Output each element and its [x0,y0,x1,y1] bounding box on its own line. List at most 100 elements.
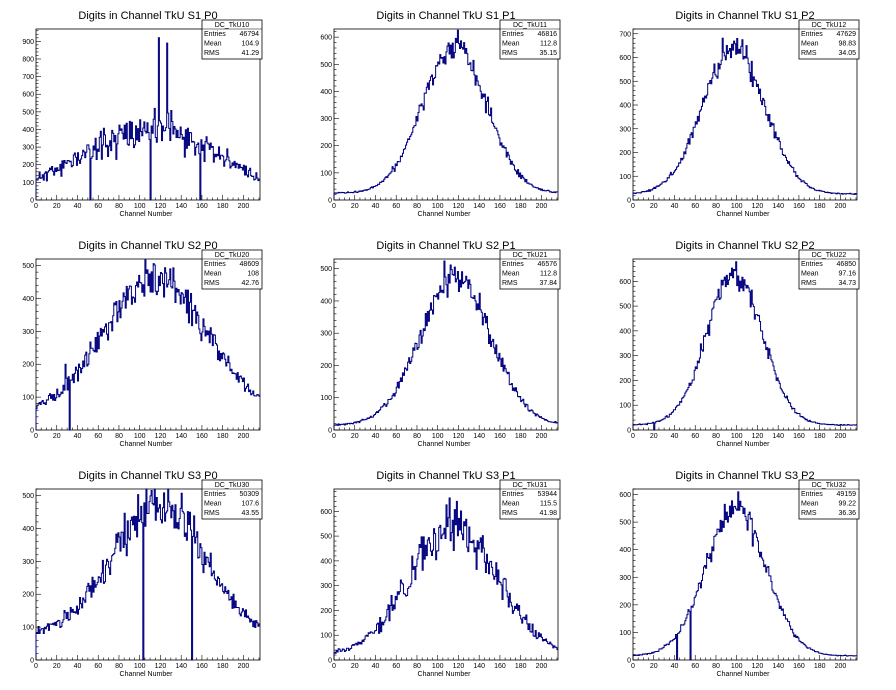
x-tick-label: 100 [134,203,146,210]
x-tick-label: 200 [536,433,548,440]
stats-box: DC_TkU21 Entries 46576 Mean 112.8 RMS 37.84 [499,249,561,290]
x-tick-label: 160 [793,663,805,670]
histogram-panel-1: Digits in Channel TkU S1 P0 0 20 40 60 80 100 1… [22,10,263,218]
stats-box: DC_TkU22 Entries 46850 Mean 97.16 RMS 34.73 [798,249,860,290]
x-tick-label: 20 [351,663,359,670]
stats-name: DC_TkU10 [215,22,250,29]
y-tick-label: 200 [619,602,631,609]
stats-name: DC_TkU21 [513,252,548,259]
y-tick-label: 400 [619,547,631,554]
stats-label: Entries [204,491,226,498]
x-tick-label: 200 [536,663,548,670]
y-tick-label: 600 [22,92,34,99]
x-tick-label: 20 [53,663,61,670]
x-tick-label: 60 [94,433,102,440]
stats-value: 104.9 [241,41,259,48]
x-tick-label: 60 [392,663,400,670]
stats-box: DC_TkU12 Entries 47629 Mean 98.83 RMS 34.05 [798,19,860,60]
y-tick-label: 500 [619,304,631,311]
x-tick-label: 60 [94,663,102,670]
plot-frame [632,488,858,661]
stats-label: RMS [801,50,817,57]
x-tick-label: 100 [731,433,743,440]
x-tick-label: 140 [175,433,187,440]
y-tick-label: 0 [627,428,631,435]
stats-value: 112.8 [540,271,557,278]
y-tick-label: 300 [320,331,332,338]
y-tick-label: 0 [328,658,332,665]
x-tick-label: 140 [473,433,485,440]
stats-value: 97.16 [838,271,856,278]
y-tick-label: 300 [619,353,631,360]
stats-box-frame [201,479,263,520]
panel-title: Digits in Channel TkU S1 P1 [376,10,515,22]
stats-label: Mean [502,41,520,48]
x-tick-label: 140 [473,203,485,210]
y-tick-label: 400 [320,558,332,565]
y-tick-label: 900 [22,39,34,46]
panel-title: Digits in Channel TkU S1 P0 [78,10,217,22]
x-tick-label: 0 [631,663,635,670]
y-tick-label: 0 [328,198,332,205]
y-tick-label: 400 [320,298,332,305]
histogram-panel-6: Digits in Channel TkU S2 P2 0 20 40 60 80 100 1… [619,240,860,448]
stats-value: 53944 [538,491,558,498]
stats-value: 42.76 [241,280,259,287]
x-tick-label: 200 [835,663,847,670]
x-tick-label: 160 [793,203,805,210]
stats-box-frame [798,19,860,60]
y-tick-label: 500 [22,263,34,270]
y-tick-label: 200 [22,592,34,599]
stats-value: 108 [247,271,259,278]
y-tick-label: 200 [320,143,332,150]
x-tick-label: 40 [671,203,679,210]
x-tick-label: 120 [155,203,167,210]
stats-label: Entries [502,31,524,38]
x-tick-label: 160 [196,203,208,210]
histogram-line [35,37,260,201]
stats-value: 46576 [538,261,558,268]
stats-value: 115.5 [540,501,557,508]
x-axis-label: Channel Number [717,441,771,448]
x-tick-label: 20 [650,663,658,670]
x-tick-label: 160 [196,663,208,670]
x-tick-label: 120 [155,663,167,670]
x-tick-label: 20 [351,433,359,440]
stats-box-frame [499,479,561,520]
x-tick-label: 80 [115,203,123,210]
x-tick-label: 160 [793,433,805,440]
stats-label: Mean [204,41,222,48]
x-tick-label: 80 [712,433,720,440]
y-tick-label: 500 [320,62,332,69]
stats-name: DC_TkU20 [215,252,250,259]
stats-box: DC_TkU32 Entries 49159 Mean 99.22 RMS 36.36 [798,479,860,520]
y-tick-label: 300 [320,116,332,123]
stats-value: 46850 [837,261,857,268]
x-tick-label: 120 [155,433,167,440]
y-tick-label: 300 [619,575,631,582]
histogram-line [632,261,857,431]
x-tick-label: 100 [432,663,444,670]
x-tick-label: 100 [731,203,743,210]
panel-title: Digits in Channel TkU S2 P1 [376,240,515,252]
stats-label: Mean [204,271,222,278]
y-tick-label: 0 [30,428,34,435]
x-tick-label: 100 [432,203,444,210]
x-tick-label: 200 [835,433,847,440]
x-tick-label: 180 [814,433,826,440]
stats-name: DC_TkU12 [812,22,847,29]
stats-value: 36.36 [838,510,856,517]
x-axis-label: Channel Number [418,211,472,218]
stats-label: Mean [801,501,819,508]
x-tick-label: 20 [351,203,359,210]
stats-name: DC_TkU31 [513,482,548,489]
stats-value: 48609 [240,261,260,268]
x-tick-label: 60 [392,203,400,210]
y-tick-label: 500 [619,79,631,86]
stats-value: 41.29 [241,50,259,57]
stats-box: DC_TkU10 Entries 46794 Mean 104.9 RMS 41.29 [201,19,263,60]
x-tick-label: 40 [372,663,380,670]
x-tick-label: 200 [835,203,847,210]
y-tick-label: 300 [22,329,34,336]
stats-label: RMS [204,510,220,517]
